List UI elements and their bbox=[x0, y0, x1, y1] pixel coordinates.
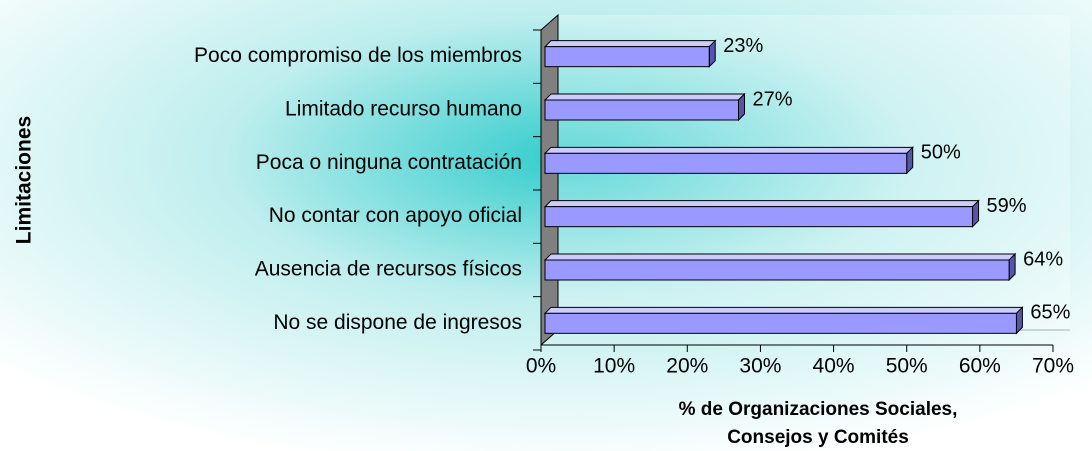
value-label: 64% bbox=[1023, 248, 1063, 270]
x-tick-label: 60% bbox=[959, 355, 1001, 378]
x-tick-label: 50% bbox=[886, 355, 928, 378]
y-tick-label: Limitado recurso humano bbox=[285, 98, 522, 121]
x-tick-label: 0% bbox=[526, 355, 556, 378]
bar-top bbox=[543, 146, 914, 154]
x-axis-label: % de Organizaciones Sociales, bbox=[679, 399, 958, 420]
x-tick-label: 10% bbox=[593, 355, 635, 378]
bar bbox=[544, 46, 710, 68]
x-tick-label: 20% bbox=[666, 355, 708, 378]
value-label: 23% bbox=[723, 35, 763, 57]
x-tick-label: 30% bbox=[739, 355, 781, 378]
y-tick-label: No se dispone de ingresos bbox=[273, 311, 522, 334]
x-axis-label: Consejos y Comités bbox=[727, 427, 909, 448]
bar bbox=[544, 259, 1010, 281]
bar bbox=[544, 312, 1017, 334]
bar-top bbox=[543, 253, 1017, 261]
y-axis-label: Limitaciones bbox=[13, 116, 36, 244]
y-tick-label: Poca o ninguna contratación bbox=[256, 151, 522, 174]
value-label: 50% bbox=[921, 142, 961, 164]
value-label: 65% bbox=[1030, 302, 1070, 324]
bar bbox=[544, 206, 974, 228]
bar-top bbox=[543, 306, 1024, 314]
value-label: 59% bbox=[987, 195, 1027, 217]
bar bbox=[544, 99, 739, 121]
bar-top bbox=[543, 40, 717, 48]
bar-top bbox=[543, 93, 746, 101]
y-tick-label: Poco compromiso de los miembros bbox=[194, 44, 522, 67]
value-label: 27% bbox=[752, 88, 792, 110]
y-tick-label: Ausencia de recursos físicos bbox=[255, 258, 522, 281]
bar-top bbox=[543, 200, 980, 208]
x-tick-label: 70% bbox=[1032, 355, 1074, 378]
x-tick-label: 40% bbox=[813, 355, 855, 378]
bar bbox=[544, 152, 908, 174]
y-tick-label: No contar con apoyo oficial bbox=[269, 204, 522, 227]
